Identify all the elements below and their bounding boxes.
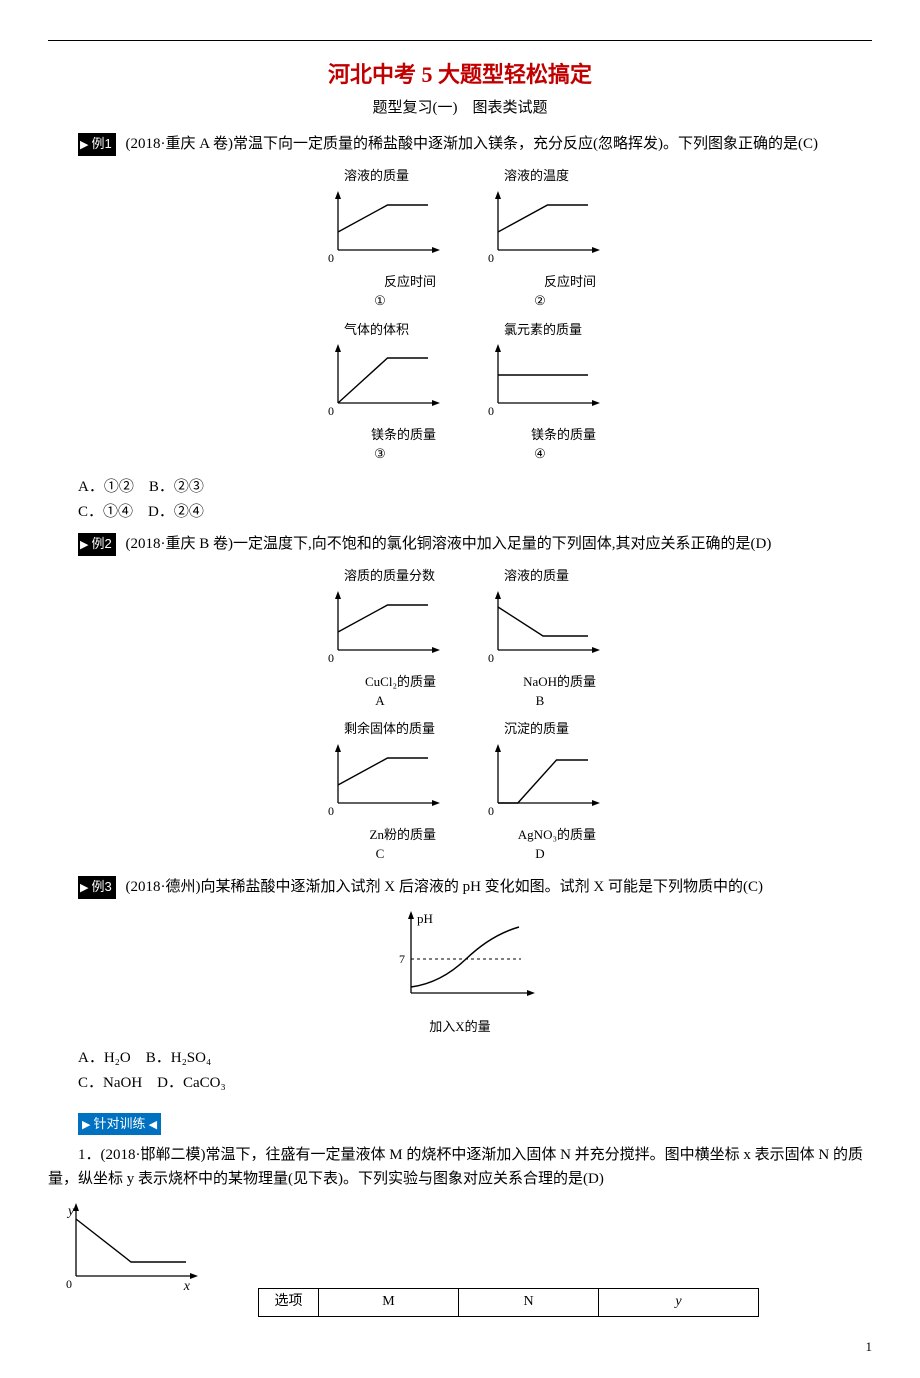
table-header: M [319, 1289, 459, 1316]
chart-ex2-4: 沉淀的质量 0 AgNO₃的质量 D [480, 719, 600, 864]
example-tag-3: 例3 [78, 876, 116, 899]
svg-text:pH: pH [417, 911, 433, 926]
example-3-options: A．H₂O B．H₂SO₄ C．NaOH D．CaCO₃ [78, 1046, 872, 1095]
svg-text:y: y [66, 1204, 75, 1219]
svg-text:0: 0 [328, 804, 334, 818]
table-header: N [459, 1289, 599, 1316]
option-line: A．①② B．②③ [78, 475, 872, 499]
chart-ex2-2: 溶液的质量 0 NaOH的质量 B [480, 566, 600, 711]
header-rule [48, 40, 872, 41]
page-title: 河北中考 5 大题型轻松搞定 [48, 57, 872, 92]
example-2: 例2 (2018·重庆 B 卷)一定温度下,向不饱和的氯化铜溶液中加入足量的下列… [48, 532, 872, 556]
example-3-figure: 7 pH 加入X的量 [48, 907, 872, 1038]
example-3-text: (2018·德州)向某稀盐酸中逐渐加入试剂 X 后溶液的 pH 变化如图。试剂 … [126, 879, 763, 895]
q1-num: 1． [78, 1147, 101, 1163]
example-1-text: (2018·重庆 A 卷)常温下向一定质量的稀盐酸中逐渐加入镁条，充分反应(忽略… [126, 136, 818, 152]
example-3: 例3 (2018·德州)向某稀盐酸中逐渐加入试剂 X 后溶液的 pH 变化如图。… [48, 875, 872, 899]
page-number: 1 [48, 1337, 872, 1358]
chart-ex1-3: 气体的体积 0 镁条的质量 ③ [320, 320, 440, 465]
q1-text: (2018·邯郸二模)常温下，往盛有一定量液体 M 的烧杯中逐渐加入固体 N 并… [48, 1147, 863, 1187]
page-subtitle: 题型复习(一) 图表类试题 [48, 96, 872, 120]
chart-ex1-4: 氯元素的质量 0 镁条的质量 ④ [480, 320, 600, 465]
option-line: C．①④ D．②④ [78, 500, 872, 524]
example-tag-2: 例2 [78, 533, 116, 556]
chart-q1: 0 y x [58, 1199, 198, 1294]
chart-ex2-3: 剩余固体的质量 0 Zn粉的质量 C [320, 719, 440, 864]
svg-text:0: 0 [488, 404, 494, 418]
example-2-figures: 溶质的质量分数 0 CuCl₂的质量 A 溶液的质量 0 NaOH的质量 B 剩… [48, 562, 872, 869]
example-1: 例1 (2018·重庆 A 卷)常温下向一定质量的稀盐酸中逐渐加入镁条，充分反应… [48, 132, 872, 156]
practice-tag: 针对训练 [78, 1113, 161, 1136]
table-header: 选项 [259, 1289, 319, 1316]
svg-text:0: 0 [488, 651, 494, 665]
practice-q1: 1．(2018·邯郸二模)常温下，往盛有一定量液体 M 的烧杯中逐渐加入固体 N… [48, 1143, 872, 1191]
example-1-figures: 溶液的质量 0 反应时间 ① 溶液的温度 0 反应时间 ② 气体的体积 [48, 162, 872, 469]
svg-text:7: 7 [399, 952, 405, 966]
svg-text:0: 0 [66, 1277, 72, 1291]
option-line: A．H₂O B．H₂SO₄ [78, 1046, 872, 1070]
svg-text:0: 0 [328, 404, 334, 418]
svg-text:0: 0 [328, 651, 334, 665]
option-line: C．NaOH D．CaCO₃ [78, 1071, 872, 1095]
svg-text:x: x [183, 1279, 191, 1294]
chart-ex1-1: 溶液的质量 0 反应时间 ① [320, 166, 440, 311]
svg-text:0: 0 [328, 251, 334, 265]
example-tag-1: 例1 [78, 133, 116, 156]
chart-ex3: 7 pH 加入X的量 [385, 907, 535, 1038]
example-2-text: (2018·重庆 B 卷)一定温度下,向不饱和的氯化铜溶液中加入足量的下列固体,… [126, 536, 772, 552]
svg-text:0: 0 [488, 804, 494, 818]
example-1-options: A．①② B．②③ C．①④ D．②④ [78, 475, 872, 524]
table-header: y [599, 1289, 759, 1316]
chart-ex1-2: 溶液的温度 0 反应时间 ② [480, 166, 600, 311]
chart-ex2-1: 溶质的质量分数 0 CuCl₂的质量 A [320, 566, 440, 711]
svg-text:0: 0 [488, 251, 494, 265]
q1-table: 选项 M N y [258, 1288, 759, 1316]
